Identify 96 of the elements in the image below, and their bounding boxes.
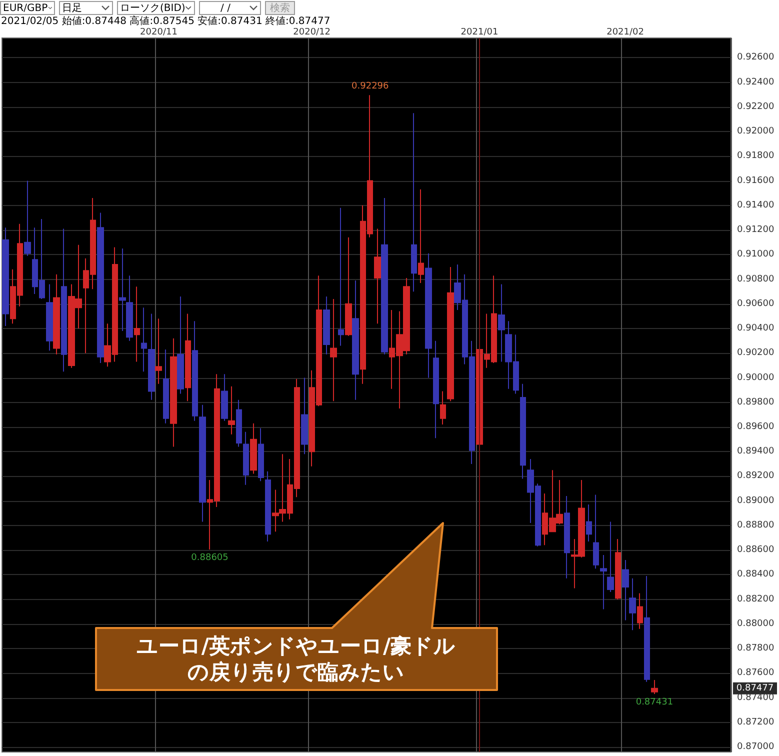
candlestick: [520, 383, 526, 480]
candlestick: [418, 188, 424, 284]
candlestick: [374, 228, 381, 324]
candlestick: [250, 422, 257, 474]
candlestick: [425, 252, 432, 378]
y-tick-label: 0.92600: [737, 52, 774, 63]
candlestick: [615, 538, 621, 600]
y-tick-label: 0.92400: [737, 77, 774, 88]
y-tick-label: 0.89600: [737, 422, 774, 432]
candlestick: [651, 679, 658, 695]
candlestick: [148, 313, 155, 400]
candlestick: [644, 575, 650, 682]
x-tick-label: 2021/02: [606, 28, 644, 38]
candlestick: [2, 227, 9, 327]
text: 検索: [270, 2, 290, 15]
candlestick: [265, 470, 271, 542]
y-tick-label: 0.90000: [737, 372, 774, 383]
text: ローソク(BID): [120, 2, 186, 15]
y-tick-label: 0.88600: [737, 545, 774, 556]
candlestick: [243, 431, 249, 486]
y-tick-label: 0.90800: [737, 274, 774, 284]
candlestick: [228, 386, 235, 435]
y-tick-label: 0.89200: [737, 471, 774, 482]
candlestick: [637, 592, 643, 630]
candlestick: [221, 374, 228, 422]
y-tick-label: 0.90400: [737, 324, 774, 334]
y-tick-label: 0.87800: [737, 644, 774, 654]
annotation: 0.88605: [191, 552, 228, 563]
y-tick-label: 0.92000: [737, 126, 774, 137]
text: 日足: [62, 2, 82, 15]
candlestick: [345, 236, 352, 336]
candlestick: [381, 198, 388, 355]
y-tick-label: 0.91800: [737, 151, 774, 162]
annotation: ユーロ/英ポンドやユーロ/豪ドルの戻り売りで臨みたい: [135, 633, 457, 685]
candlestick: [134, 286, 140, 362]
y-tick-label: 0.87600: [737, 668, 774, 678]
candlestick: [126, 275, 133, 342]
candlestick: [564, 495, 570, 579]
y-tick-label: 0.91400: [737, 200, 774, 210]
candlestick: [97, 212, 104, 364]
y-tick-label: 0.92200: [737, 102, 774, 112]
candlestick: [155, 318, 162, 384]
candlestick: [46, 284, 53, 352]
candlestick: [593, 494, 599, 570]
candlestick: [141, 307, 147, 372]
y-tick-label: 0.91000: [737, 250, 774, 260]
candlestick: [600, 554, 607, 610]
y-tick-label: 0.88200: [737, 594, 774, 604]
candlestick: [629, 578, 636, 631]
candlestick: [330, 298, 337, 402]
candlestick: [163, 348, 169, 424]
y-tick-label: 0.88400: [737, 570, 774, 580]
candlestick: [177, 296, 184, 394]
y-tick-label: 0.90600: [737, 298, 774, 309]
candlestick: [301, 377, 308, 455]
candlestick: [498, 284, 505, 362]
candlestick: [352, 280, 359, 400]
y-tick-label: 0.88800: [737, 520, 774, 530]
candlestick: [61, 228, 67, 372]
y-tick-label: 0.91600: [737, 176, 774, 186]
y-tick-label: 0.87200: [737, 717, 774, 728]
candlestick: [338, 207, 344, 346]
y-tick-label: 0.90200: [737, 348, 774, 358]
x-tick-label: 2020/11: [140, 28, 178, 38]
annotation: 0.87431: [636, 698, 674, 708]
candlestick: [199, 404, 206, 522]
x-tick-label: 2020/12: [293, 28, 331, 38]
candlestick: [607, 521, 614, 592]
candlestick: [192, 320, 198, 422]
candlestick: [440, 390, 446, 426]
y-tick-label: 0.91200: [737, 225, 774, 236]
y-tick-label: 0.88000: [737, 618, 774, 629]
candlestick: [411, 112, 417, 292]
y-tick-label: 0.89800: [737, 397, 774, 408]
x-tick-label: 2021/01: [460, 28, 498, 38]
candlestick: [53, 274, 60, 355]
y-tick-label: 0.87400: [737, 692, 774, 703]
y-tick-label: 0.87000: [737, 742, 774, 752]
candlestick: [447, 266, 454, 402]
candlestick: [185, 313, 191, 402]
candlestick: [586, 504, 592, 542]
candlestick: [24, 180, 31, 256]
text: / /: [220, 2, 232, 14]
annotation: 0.92296: [352, 82, 390, 92]
candlestick: [258, 428, 264, 482]
candlestick: [236, 399, 242, 448]
text: EUR/GBP: [3, 2, 48, 14]
candlestick: [323, 296, 330, 355]
y-tick-label: 0.89400: [737, 446, 774, 457]
y-tick-label: 0.89000: [737, 496, 774, 506]
candlestick: [119, 248, 126, 332]
candlestick: [433, 340, 439, 439]
candlestick: [622, 559, 629, 621]
text: 0.87477: [736, 683, 774, 694]
candlestick: [170, 338, 177, 448]
text: 2021/02/05 始値:0.87448 高値:0.87545 安値:0.87431 終値:0.87477: [1, 16, 330, 28]
